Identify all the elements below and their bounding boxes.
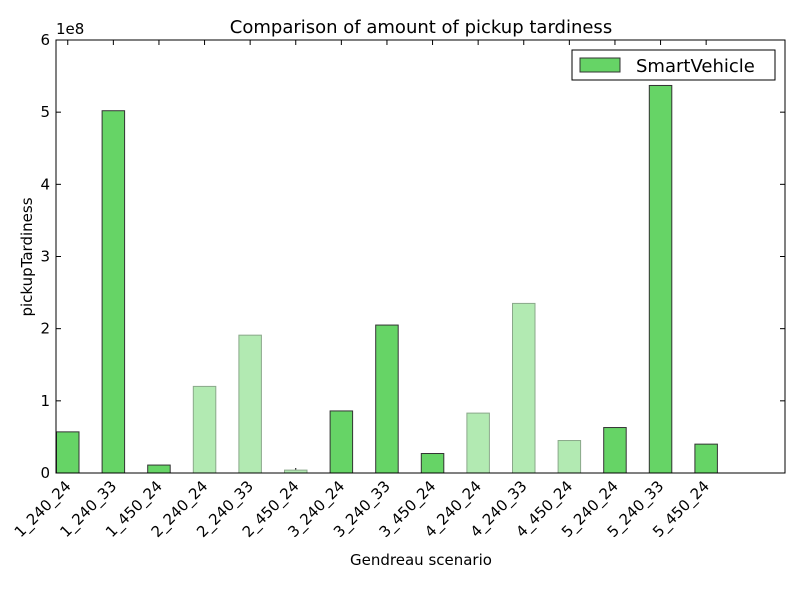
x-tick-labels: 1_240_241_240_331_450_242_240_242_240_33… <box>11 477 714 542</box>
bar-5_240_24 <box>603 427 627 474</box>
bar-4_240_24 <box>466 412 490 474</box>
bar-2_240_33 <box>238 334 262 474</box>
bar-4_450_24 <box>557 440 582 474</box>
y-tick-label: 5 <box>40 103 50 121</box>
x-axis-label: Gendreau scenario <box>350 551 492 569</box>
bar-3_450_24 <box>420 453 445 474</box>
y-tick-label: 0 <box>40 464 50 482</box>
y-tick-label: 3 <box>40 248 50 266</box>
bar-5_240_33 <box>648 84 673 474</box>
bar-5_450_24 <box>694 443 718 474</box>
chart-title: Comparison of amount of pickup tardiness <box>230 17 612 38</box>
y-tick-labels: 0 1 2 3 4 5 6 <box>40 31 50 482</box>
legend: SmartVehicle <box>571 49 776 81</box>
bar-1_240_33 <box>101 110 126 474</box>
bar-2_240_24 <box>192 385 217 474</box>
plot-frame <box>55 39 786 474</box>
tick-layer <box>56 39 785 474</box>
bars-layer <box>56 84 718 474</box>
bar-1_240_24 <box>56 431 80 474</box>
bar-4_240_33 <box>512 302 536 474</box>
legend-label: SmartVehicle <box>636 56 755 77</box>
y-tick-label: 2 <box>40 320 50 338</box>
bar-3_240_24 <box>329 410 354 474</box>
y-axis-scale-note: 1e8 <box>56 20 84 38</box>
y-axis-label: pickupTardiness <box>18 197 36 316</box>
y-tick-label: 1 <box>40 392 50 410</box>
bar-1_450_24 <box>147 464 171 474</box>
y-tick-label: 6 <box>40 31 50 49</box>
bar-3_240_33 <box>375 324 399 474</box>
legend-swatch <box>579 57 621 73</box>
y-tick-label: 4 <box>40 175 50 193</box>
